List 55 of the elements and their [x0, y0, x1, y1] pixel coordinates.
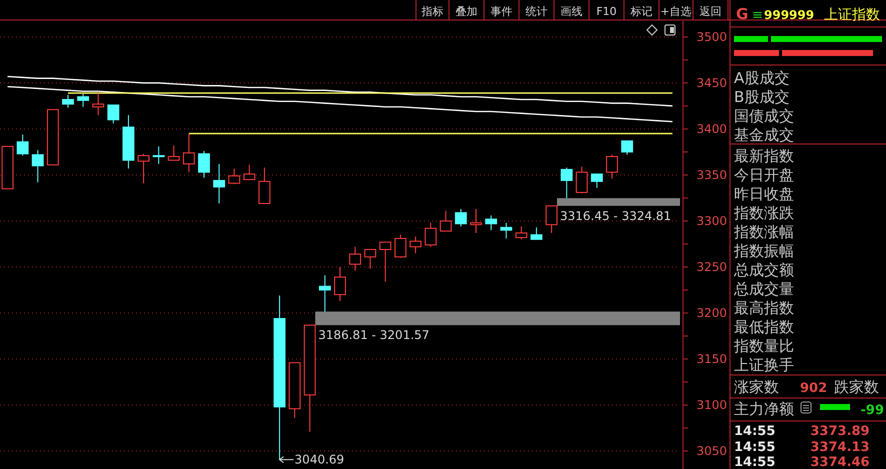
y-tick-label: 3200	[696, 306, 727, 320]
text: 3373.89	[810, 424, 870, 439]
text: 涨家数	[734, 378, 779, 396]
text: 叠加	[456, 5, 478, 18]
text: 3374.46	[810, 455, 870, 469]
text: 今日开盘	[734, 166, 794, 184]
text: 最新指数	[734, 147, 794, 165]
text: 主力净额	[734, 400, 794, 418]
y-tick-label: 3500	[696, 30, 727, 44]
line-series	[6, 86, 674, 122]
text: 指数量比	[733, 337, 794, 355]
text: 跌家数	[834, 378, 879, 396]
text: F10	[596, 5, 617, 18]
text: 总成交量	[733, 280, 794, 298]
band-label: 3316.45 - 3324.81	[560, 208, 672, 223]
text: 总成交额	[733, 261, 794, 279]
text: 3374.13	[810, 440, 870, 455]
text: 指数涨跌	[733, 204, 794, 222]
y-tick-label: 3250	[696, 260, 727, 274]
text: B股成交	[734, 88, 790, 106]
y-tick-label: 3050	[696, 444, 727, 458]
y-tick-label: 3300	[696, 214, 727, 228]
text: 画线	[560, 5, 582, 18]
text: 统计	[526, 5, 548, 18]
text: 事件	[490, 5, 512, 18]
y-tick-label: 3400	[696, 122, 727, 136]
text: +自选	[660, 5, 692, 18]
y-tick-label: 3450	[696, 76, 727, 90]
text: 14:55	[734, 455, 776, 469]
text: -99	[860, 403, 884, 418]
text: 昨日收盘	[734, 185, 794, 203]
text: 指标	[420, 5, 444, 18]
y-tick-label: 3150	[696, 352, 727, 366]
text: 指数涨幅	[733, 223, 794, 241]
text: G	[736, 5, 748, 23]
band-label: 3186.81 - 3201.57	[318, 328, 430, 342]
text: 上证指数	[824, 7, 880, 23]
text: 返回	[700, 5, 722, 18]
y-tick-label: 3350	[696, 168, 727, 182]
text: 最低指数	[734, 318, 794, 336]
text: 14:55	[734, 440, 776, 455]
text: 国债成交	[734, 107, 794, 125]
text: 基金成交	[734, 126, 794, 144]
text: 上证换手	[734, 356, 794, 374]
text: ≡	[752, 8, 763, 23]
text: 指数振幅	[733, 242, 794, 260]
annotation: 3040.69	[294, 452, 344, 467]
text: 14:55	[734, 424, 776, 439]
text: 999999	[764, 8, 814, 22]
text: 标记	[630, 5, 652, 18]
text: 最高指数	[734, 299, 794, 317]
line-series	[6, 76, 674, 107]
text: A股成交	[734, 69, 790, 87]
y-tick-label: 3100	[696, 398, 727, 412]
text: 902	[800, 381, 828, 396]
